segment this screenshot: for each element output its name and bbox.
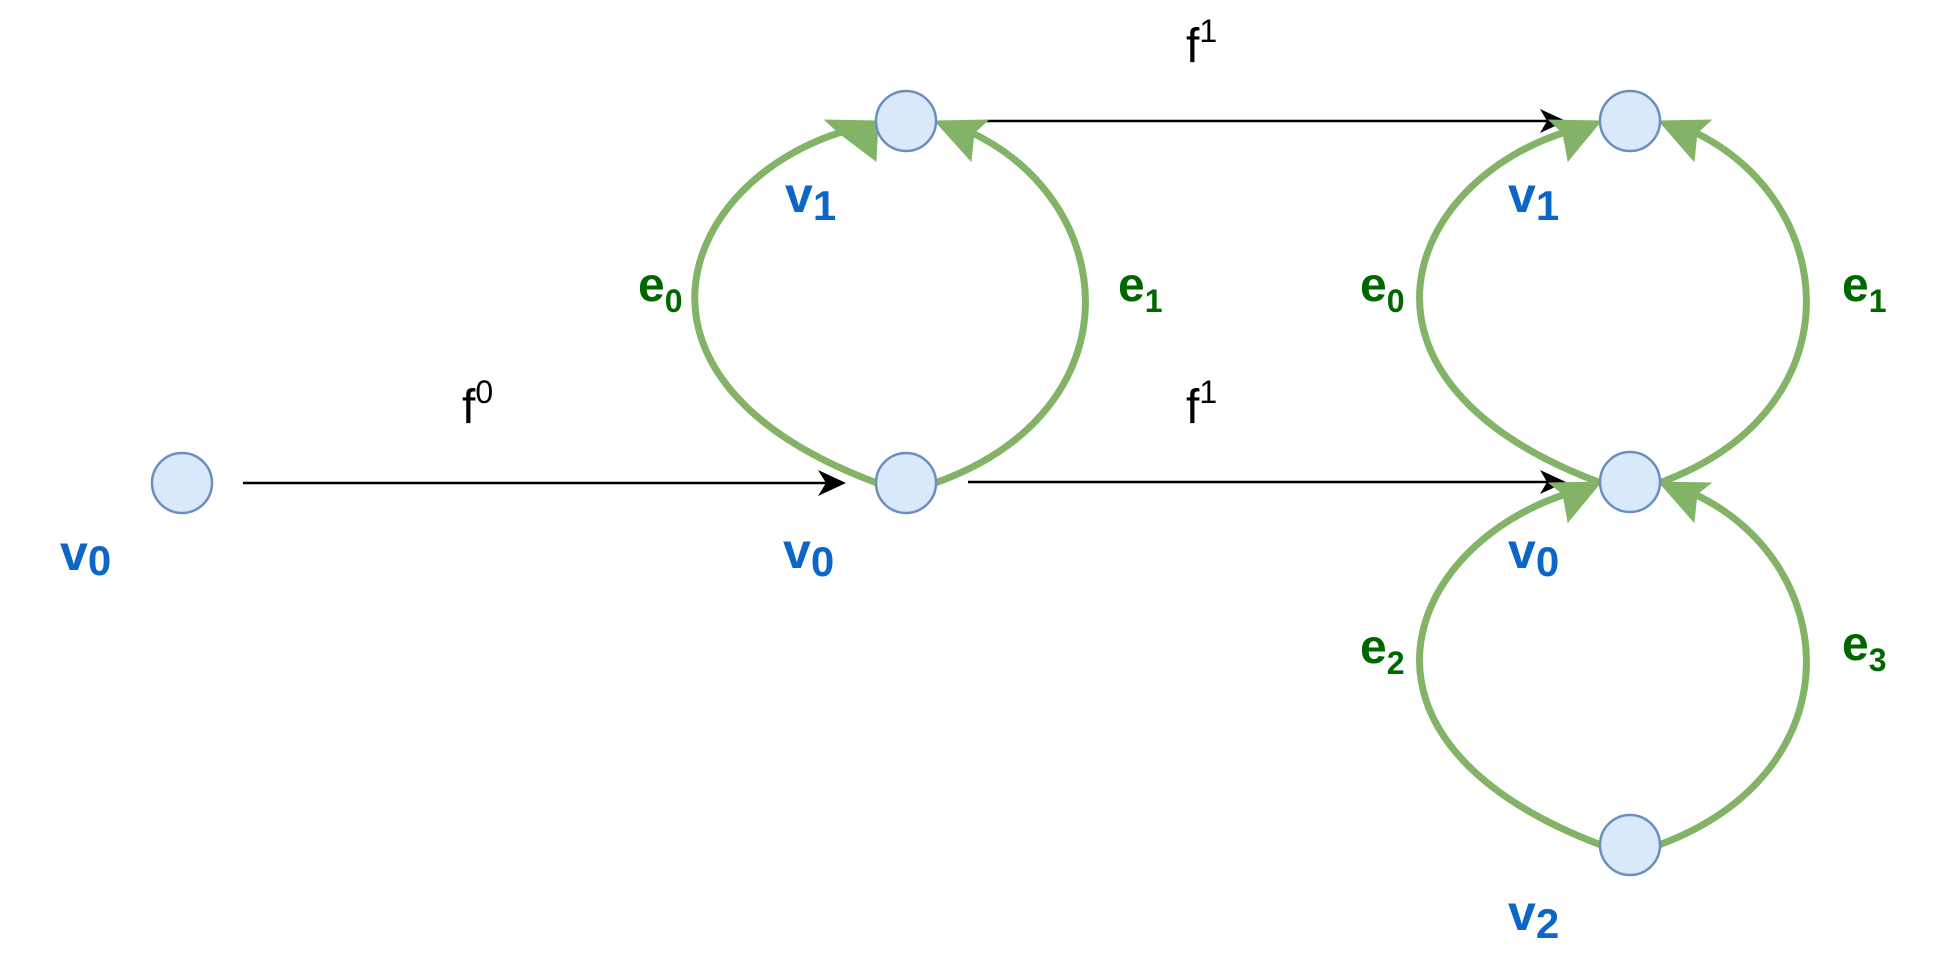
map-arrow-f1-top: [986, 109, 1566, 133]
node-mid-v1[interactable]: [874, 89, 938, 153]
edge-right-e0: [1416, 119, 1603, 487]
map-arrow-f0: [243, 470, 846, 496]
vertex-label-mid-v1: v1: [785, 167, 836, 229]
map-label-f1-bottom: f1: [1186, 374, 1217, 434]
edge-label-right-e1: e1: [1842, 259, 1887, 319]
edge-label-right-e2: e2: [1360, 621, 1405, 681]
vertex-label-mid-v0: v0: [783, 523, 834, 585]
edge-label-mid-e0: e0: [638, 259, 683, 319]
edge-label-right-e0: e0: [1360, 259, 1405, 319]
edge-right-e2: [1416, 481, 1603, 849]
node-mid-v0[interactable]: [874, 451, 938, 515]
node-left-v0[interactable]: [150, 451, 214, 515]
vertex-label-right-v2: v2: [1508, 885, 1559, 947]
node-right-v0[interactable]: [1598, 450, 1662, 514]
map-arrow-f1-bottom: [968, 470, 1566, 494]
edge-mid-e0: [691, 119, 879, 487]
node-right-v2[interactable]: [1598, 813, 1662, 877]
edge-right-e1: [1657, 119, 1810, 487]
vertex-label-right-v0: v0: [1508, 523, 1559, 585]
edge-label-mid-e1: e1: [1118, 259, 1163, 319]
map-label-f1-top: f1: [1186, 13, 1217, 73]
edge-mid-e1: [933, 119, 1089, 487]
vertex-label-right-v1: v1: [1508, 167, 1559, 229]
map-label-f0: f0: [462, 374, 493, 434]
node-right-v1[interactable]: [1598, 89, 1662, 153]
edge-right-e3: [1657, 481, 1810, 849]
vertex-label-left-v0: v0: [60, 525, 111, 584]
edge-label-right-e3: e3: [1842, 618, 1887, 678]
